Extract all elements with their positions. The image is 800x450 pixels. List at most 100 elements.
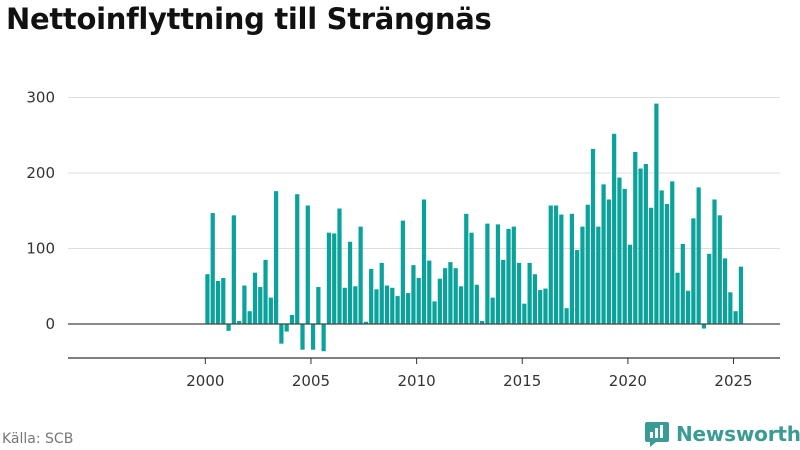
bar	[432, 301, 437, 325]
y-axis-ticks: 0 100 200 300	[26, 89, 55, 333]
bar	[638, 168, 643, 325]
bar	[601, 184, 606, 325]
bar	[295, 194, 300, 325]
bar	[612, 133, 617, 325]
bar	[205, 274, 210, 325]
bar	[231, 215, 236, 325]
bar	[675, 272, 680, 325]
bar	[374, 289, 379, 325]
bar	[316, 287, 321, 325]
bar	[310, 324, 316, 350]
bar	[712, 199, 717, 325]
bar	[733, 311, 738, 325]
bar	[448, 262, 453, 325]
bar	[548, 205, 553, 325]
bar	[353, 286, 358, 325]
x-tick-label: 2025	[714, 372, 752, 390]
bar	[717, 215, 722, 325]
bar	[633, 151, 638, 325]
bar	[490, 297, 495, 325]
bar	[279, 324, 284, 344]
bar	[237, 321, 242, 325]
bar	[358, 226, 363, 325]
bar	[247, 311, 252, 325]
bar	[707, 253, 712, 325]
y-tick-label: 0	[45, 315, 55, 333]
bar	[400, 220, 405, 325]
bar	[226, 324, 231, 331]
bar	[506, 228, 511, 325]
bar	[575, 250, 580, 325]
y-tick-label: 200	[26, 164, 55, 182]
bar	[590, 148, 596, 325]
bar	[553, 205, 559, 325]
bar	[580, 226, 585, 325]
bar	[395, 296, 400, 325]
bar	[210, 213, 215, 325]
brand: Newsworthy	[644, 420, 800, 448]
bar	[384, 285, 390, 325]
brand-name: Newsworthy	[676, 422, 800, 446]
bar	[701, 324, 707, 329]
bar	[469, 232, 474, 325]
bar	[363, 321, 369, 325]
bar	[284, 324, 289, 332]
bar	[258, 287, 263, 325]
bar	[738, 266, 744, 325]
bar	[215, 280, 221, 325]
bar	[337, 208, 342, 325]
bar	[691, 218, 696, 325]
bar	[585, 204, 590, 325]
chart-title: Nettoinflyttning till Strängnäs	[6, 2, 492, 36]
bar	[369, 268, 374, 325]
bar	[347, 241, 353, 325]
bar-chart: 0 100 200 300 2000 2005 2010 2015 2020 2025	[26, 89, 780, 390]
bar	[643, 163, 648, 325]
bar	[569, 213, 575, 325]
bar	[532, 274, 538, 325]
bar	[559, 214, 564, 325]
bar	[332, 233, 337, 325]
bar	[627, 244, 633, 325]
bar	[501, 259, 506, 325]
bar	[564, 308, 569, 325]
x-axis: 2000 2005 2010 2015 2020 2025	[68, 357, 780, 390]
bar	[670, 181, 675, 325]
bar	[421, 199, 427, 325]
x-tick-label: 2000	[186, 372, 224, 390]
bar	[680, 244, 685, 325]
bar	[321, 324, 326, 352]
bar	[289, 314, 295, 325]
bar	[479, 321, 485, 325]
bar	[664, 203, 670, 325]
bar	[268, 297, 273, 325]
y-tick-label: 100	[26, 240, 55, 258]
bar	[458, 286, 464, 325]
bar	[485, 223, 490, 325]
bar	[495, 224, 501, 325]
bar	[416, 277, 421, 325]
x-tick-label: 2020	[609, 372, 647, 390]
x-tick-label: 2015	[503, 372, 541, 390]
bar	[654, 103, 659, 325]
bar	[522, 303, 527, 325]
bar	[443, 268, 448, 325]
bar	[659, 190, 664, 325]
source-label: Källa: SCB	[2, 431, 74, 447]
bar	[527, 262, 532, 325]
bars	[205, 103, 744, 352]
newsworthy-logo-icon	[645, 422, 669, 447]
bar	[252, 272, 258, 325]
bar	[379, 262, 384, 325]
bar	[722, 258, 728, 325]
bar	[406, 293, 411, 325]
x-tick-label: 2005	[292, 372, 330, 390]
bar	[263, 259, 268, 325]
bar	[464, 213, 469, 325]
bar	[649, 207, 654, 325]
bar	[511, 226, 516, 325]
bar	[474, 284, 479, 325]
bar	[596, 226, 601, 325]
bar	[326, 232, 332, 325]
y-tick-label: 300	[26, 89, 55, 107]
